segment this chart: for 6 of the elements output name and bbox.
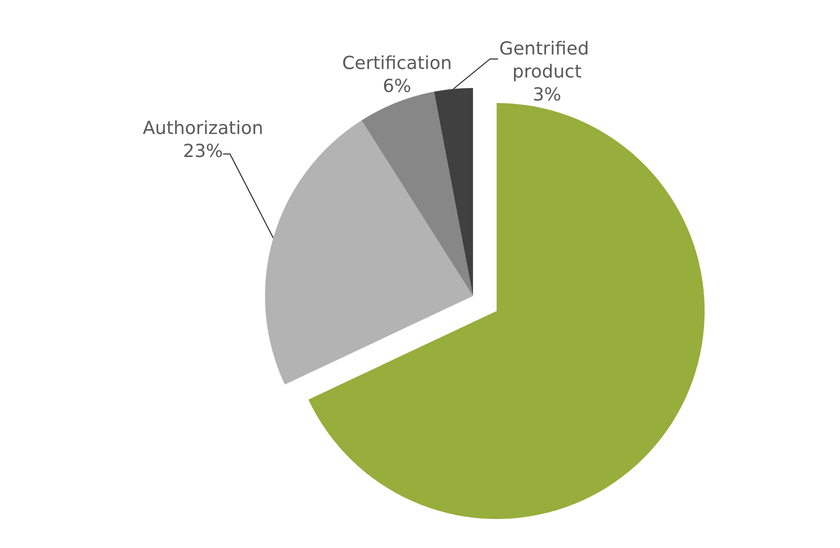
data-label: 6% [382, 76, 412, 97]
slice-label: Gentrified product [499, 38, 595, 82]
slice-label: Authorization [142, 118, 264, 139]
slice-label: Certification [342, 53, 452, 74]
data-label: 3% [532, 84, 562, 106]
data-label: 23% [182, 141, 224, 162]
